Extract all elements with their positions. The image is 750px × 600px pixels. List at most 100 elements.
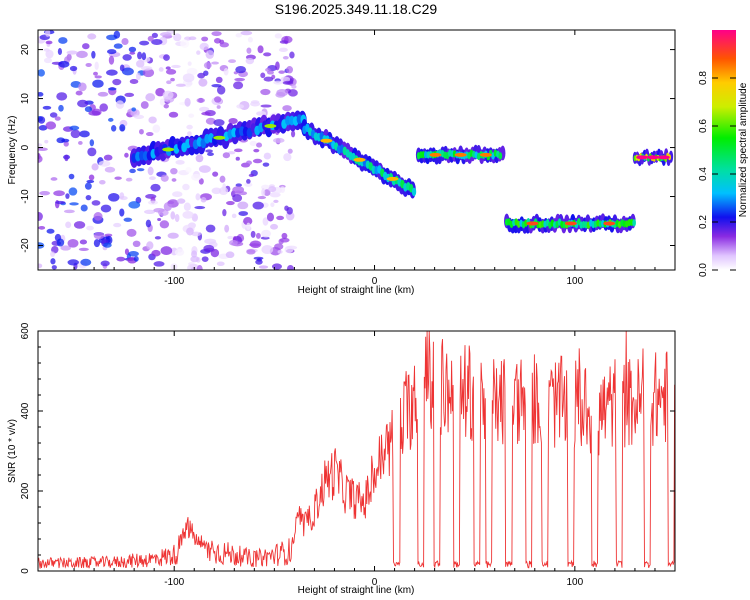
snr-panel: -100 0 100 0 200 400 600 Height of straight li… — [7, 322, 676, 596]
spectrogram-noise-blob — [186, 81, 193, 86]
spectrogram-noise-blob — [268, 186, 277, 193]
spectrogram-hotspot — [479, 152, 492, 157]
spectrogram-noise-blob — [58, 104, 64, 112]
snr-ytick-label: 0 — [20, 568, 31, 574]
spectrogram-noise-blob — [123, 217, 133, 222]
spectrogram-noise-blob — [252, 201, 264, 210]
spectrogram-noise-blob — [152, 124, 161, 133]
spectrogram-noise-blob — [127, 251, 139, 257]
spectrogram-noise-blob — [67, 239, 79, 248]
spectrogram-noise-blob — [212, 171, 219, 177]
spectrogram-noise-blob — [38, 155, 43, 163]
spectrogram-noise-blob — [93, 212, 103, 221]
spectrogram-noise-blob — [82, 43, 90, 50]
spectrogram-noise-blob — [253, 148, 260, 153]
spectrogram-noise-blob — [211, 31, 222, 37]
spectrogram-noise-blob — [211, 83, 222, 88]
spectrogram-noise-blob — [190, 255, 200, 263]
spectrogram-noise-blob — [188, 36, 197, 41]
spectrogram-noise-blob — [260, 104, 272, 108]
spectrogram-hotspot — [646, 155, 659, 160]
spectrogram-noise-blob — [227, 151, 236, 155]
spectrogram-noise-blob — [78, 247, 89, 252]
spectrogram-noise-blob — [272, 137, 285, 144]
snr-xtick-label: -100 — [164, 577, 184, 588]
spectrogram-noise-blob — [256, 257, 262, 262]
spectrogram-hotspot — [386, 176, 399, 181]
spectrogram-noise-blob — [260, 72, 266, 79]
spectrogram-noise-blob — [186, 67, 198, 76]
spectrogram-noise-blob — [80, 204, 88, 212]
spectrogram-noise-blob — [200, 197, 207, 203]
spectrogram-noise-blob — [271, 263, 282, 270]
spectrogram-noise-blob — [78, 82, 87, 92]
spectrogram-noise-blob — [133, 114, 145, 119]
spectrogram-noise-blob — [186, 124, 193, 130]
spectrogram-noise-blob — [163, 202, 172, 212]
snr-plot-area — [38, 331, 675, 571]
spectrogram-noise-blob — [287, 148, 293, 154]
spectrogram-noise-blob — [276, 215, 285, 221]
spectrogram-noise-blob — [63, 141, 69, 147]
spectrogram-noise-blob — [201, 36, 209, 42]
spectrogram-hotspot — [264, 124, 277, 128]
spectrogram-noise-blob — [66, 50, 78, 55]
spectrogram-noise-blob — [145, 219, 152, 228]
spectrogram-noise-blob — [184, 97, 191, 107]
spectrogram-noise-blob — [73, 221, 86, 229]
spectrogram-noise-blob — [175, 159, 185, 165]
spectrogram-noise-blob — [87, 147, 97, 157]
spectrogram-noise-blob — [122, 54, 132, 61]
spectrogram-noise-blob — [93, 232, 105, 240]
spectrogram-noise-blob — [275, 61, 280, 71]
spectrogram-noise-blob — [97, 91, 109, 97]
spectrogram-noise-blob — [228, 239, 238, 246]
spectrogram-noise-blob — [279, 186, 286, 193]
spectrogram-noise-blob — [263, 152, 272, 160]
spectrogram-noise-blob — [98, 160, 111, 167]
spectrogram-noise-blob — [56, 92, 68, 101]
spectrogram-noise-blob — [88, 174, 95, 181]
spectrogram-noise-blob — [207, 152, 214, 157]
spectrogram-noise-blob — [163, 54, 170, 61]
spectrogram-noise-blob — [277, 250, 283, 254]
spectrogram-noise-blob — [213, 119, 225, 127]
spectrogram-noise-blob — [165, 66, 171, 70]
spectrogram-noise-blob — [159, 32, 172, 37]
spectrogram-noise-blob — [175, 83, 186, 87]
spectrogram-noise-blob — [70, 129, 81, 139]
spectrogram-hotspot — [526, 221, 539, 226]
spectrogram-noise-blob — [153, 261, 165, 267]
spectrogram-noise-blob — [150, 183, 161, 192]
spectrogram-noise-blob — [236, 104, 245, 109]
spectrogram-noise-blob — [108, 192, 120, 202]
spectrogram-noise-blob — [174, 213, 180, 223]
spectrogram-noise-blob — [43, 48, 50, 52]
spectrogram-noise-blob — [195, 154, 204, 163]
spectrogram-noise-blob — [45, 30, 51, 37]
spectrogram-noise-blob — [233, 148, 243, 153]
spectrogram-noise-blob — [261, 188, 266, 197]
snr-ytick-label: 200 — [20, 482, 31, 499]
spectrogram-noise-blob — [282, 56, 289, 60]
spectrogram-noise-blob — [158, 67, 164, 72]
spectrogram-noise-blob — [160, 174, 169, 182]
spectrogram-noise-blob — [249, 240, 262, 249]
spectrogram-noise-blob — [231, 213, 237, 219]
spectrogram-noise-blob — [49, 112, 58, 118]
spectrogram-noise-blob — [255, 232, 261, 239]
spectrogram-noise-blob — [43, 57, 52, 64]
spectrogram-noise-blob — [165, 69, 177, 75]
spectrogram-noise-blob — [232, 186, 245, 194]
spectrogram-noise-blob — [113, 43, 123, 49]
spectrogram-noise-blob — [170, 167, 178, 175]
spectrogram-noise-blob — [284, 245, 294, 254]
spectrogram-track-core — [411, 187, 417, 197]
spectrogram-noise-blob — [77, 99, 89, 108]
spectrogram-noise-blob — [128, 201, 141, 209]
spectrogram-noise-blob — [252, 158, 263, 164]
spectrogram-noise-blob — [60, 245, 72, 251]
spectrogram-noise-blob — [151, 249, 161, 257]
spectrogram-noise-blob — [256, 142, 263, 148]
spectrogram-xtick-label: -100 — [164, 276, 184, 287]
